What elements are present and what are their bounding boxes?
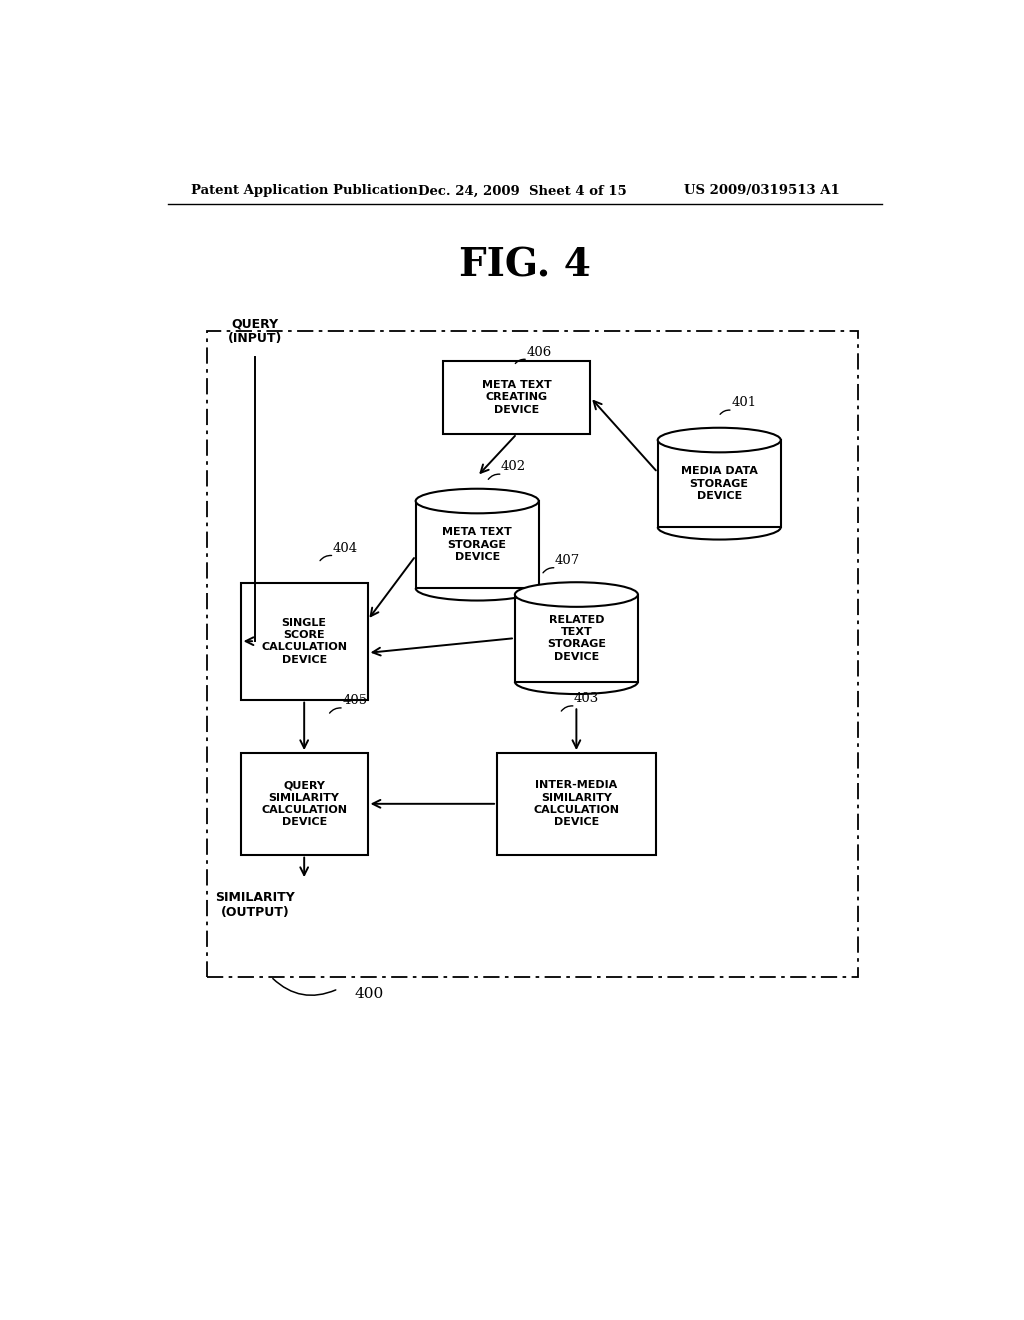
Text: META TEXT
STORAGE
DEVICE: META TEXT STORAGE DEVICE — [442, 527, 512, 562]
Text: Dec. 24, 2009  Sheet 4 of 15: Dec. 24, 2009 Sheet 4 of 15 — [418, 185, 627, 198]
Text: 405: 405 — [342, 694, 368, 708]
Text: META TEXT
CREATING
DEVICE: META TEXT CREATING DEVICE — [482, 380, 552, 414]
Bar — [416, 502, 539, 589]
Text: FIG. 4: FIG. 4 — [459, 246, 591, 284]
Text: 400: 400 — [354, 987, 383, 1001]
Bar — [497, 752, 655, 854]
Text: 404: 404 — [333, 541, 357, 554]
Text: 403: 403 — [574, 692, 599, 705]
Text: Patent Application Publication: Patent Application Publication — [191, 185, 418, 198]
Text: SIMILARITY
(OUTPUT): SIMILARITY (OUTPUT) — [215, 891, 295, 920]
Text: INTER-MEDIA
SIMILARITY
CALCULATION
DEVICE: INTER-MEDIA SIMILARITY CALCULATION DEVIC… — [534, 780, 620, 828]
Bar — [207, 331, 858, 977]
Text: RELATED
TEXT
STORAGE
DEVICE: RELATED TEXT STORAGE DEVICE — [547, 615, 606, 661]
Text: 401: 401 — [731, 396, 757, 409]
Bar — [515, 594, 638, 681]
Text: 407: 407 — [555, 554, 581, 568]
Text: 406: 406 — [526, 346, 552, 359]
Bar — [241, 582, 368, 700]
Bar — [443, 360, 590, 434]
Ellipse shape — [416, 488, 539, 513]
Text: SINGLE
SCORE
CALCULATION
DEVICE: SINGLE SCORE CALCULATION DEVICE — [261, 618, 347, 665]
Bar — [241, 752, 368, 854]
Text: MEDIA DATA
STORAGE
DEVICE: MEDIA DATA STORAGE DEVICE — [681, 466, 758, 502]
Text: US 2009/0319513 A1: US 2009/0319513 A1 — [684, 185, 840, 198]
Text: QUERY
(INPUT): QUERY (INPUT) — [227, 317, 283, 346]
Ellipse shape — [515, 582, 638, 607]
Text: 402: 402 — [501, 461, 526, 474]
Bar — [657, 440, 780, 527]
Ellipse shape — [657, 428, 780, 453]
Text: QUERY
SIMILARITY
CALCULATION
DEVICE: QUERY SIMILARITY CALCULATION DEVICE — [261, 780, 347, 828]
